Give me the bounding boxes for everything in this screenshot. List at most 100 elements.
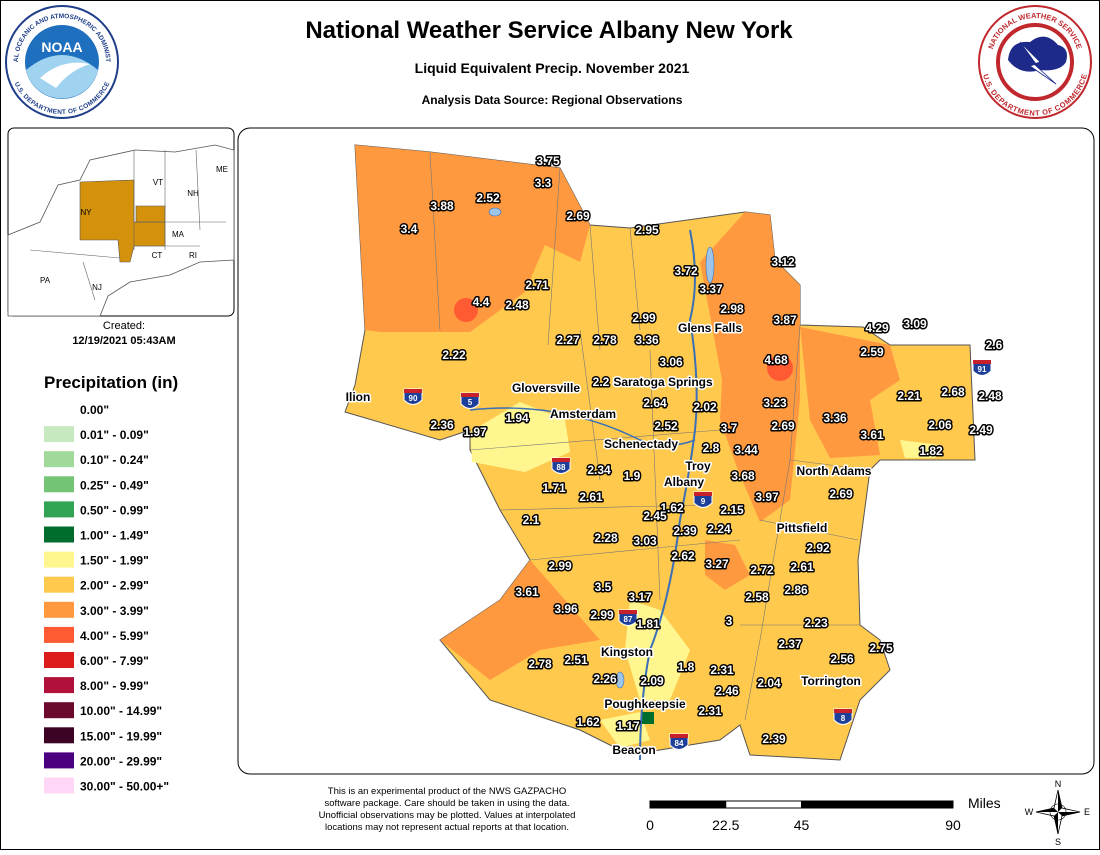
- disclaimer-line: software package. Care should be taken i…: [324, 798, 569, 809]
- legend-label: 20.00" - 29.99": [80, 754, 162, 768]
- station-value: 3.3: [535, 176, 552, 190]
- station-value: 2.26: [593, 672, 617, 686]
- scale-segment: [725, 800, 802, 809]
- station-value: 3.03: [633, 534, 657, 548]
- station-value: 3.44: [734, 443, 758, 457]
- station-value: 2.28: [594, 531, 618, 545]
- station-value: 3.5: [595, 580, 612, 594]
- station-value: 2.48: [978, 389, 1002, 403]
- legend-label: 0.01" - 0.09": [80, 428, 149, 442]
- station-value: 2.24: [707, 522, 731, 536]
- disclaimer-line: Unofficial observations may be plotted. …: [319, 810, 576, 821]
- highway-shield-top: [973, 360, 991, 364]
- precip-map: [344, 144, 976, 761]
- legend-label: 30.00" - 50.00+": [80, 780, 169, 794]
- station-value: 2.2: [593, 375, 610, 389]
- highway-number: 84: [675, 739, 684, 748]
- station-value: 2.36: [430, 418, 454, 432]
- station-value: 3.17: [628, 590, 652, 604]
- station-value: 2.37: [778, 637, 802, 651]
- station-value: 2.95: [635, 223, 659, 237]
- station-value: 3.61: [515, 585, 539, 599]
- legend-swatch: [44, 702, 74, 719]
- station-value: 2.59: [860, 345, 884, 359]
- legend-label: 6.00" - 7.99": [80, 654, 149, 668]
- highway-shield-top: [552, 458, 570, 462]
- station-value: 3.37: [699, 282, 723, 296]
- station-value: 3.97: [755, 490, 779, 504]
- scale-bar: 0 22.5 45 90: [646, 800, 961, 833]
- station-value: 2.45: [643, 509, 667, 523]
- scale-unit: Miles: [968, 795, 1001, 811]
- city-label: Gloversville: [512, 381, 580, 395]
- legend-swatch: [44, 551, 74, 568]
- station-value: 3.23: [763, 396, 787, 410]
- city-label: Kingston: [601, 645, 653, 659]
- station-value: 1.97: [463, 425, 487, 439]
- legend-label: 10.00" - 14.99": [80, 704, 162, 718]
- city-label: Schenectady: [604, 437, 678, 451]
- legend-swatch: [44, 626, 74, 643]
- highway-number: 91: [978, 365, 987, 374]
- station-value: 3.06: [659, 355, 683, 369]
- highway-shield-top: [404, 389, 422, 393]
- station-value: 2.86: [784, 583, 808, 597]
- state-label: VT: [153, 178, 163, 187]
- scale-segment: [801, 800, 954, 809]
- legend-swatch: [44, 576, 74, 593]
- station-value: 2.31: [710, 663, 734, 677]
- station-value: 2.09: [640, 674, 664, 688]
- city-label: Ilion: [346, 390, 371, 404]
- station-value: 3.4: [401, 222, 418, 236]
- legend-label: 1.50" - 1.99": [80, 554, 149, 568]
- legend-swatch: [44, 752, 74, 769]
- station-value: 3.36: [635, 333, 659, 347]
- state-label: NJ: [92, 283, 102, 292]
- station-value: 2.72: [750, 563, 774, 577]
- station-value: 2.99: [632, 311, 656, 325]
- inset-map: Created: 12/19/2021 05:43AM ME VT NH NY MA CT…: [7, 127, 235, 347]
- highway-number: 90: [409, 394, 418, 403]
- station-value: 2.39: [673, 524, 697, 538]
- highway-shield-top: [461, 393, 479, 397]
- station-value: 2.98: [720, 302, 744, 316]
- legend-swatch: [44, 526, 74, 543]
- subtitle: Liquid Equivalent Precip. November 2021: [415, 60, 690, 76]
- station-value: 2.27: [556, 333, 580, 347]
- state-label: MA: [172, 230, 185, 239]
- state-label: CT: [152, 251, 163, 260]
- station-value: 3.68: [731, 469, 755, 483]
- station-value: 1.9: [624, 469, 641, 483]
- map-labels: 90 5 88 9 91 87 84 8 Glens Falls Saratoga Springs…: [344, 153, 1004, 759]
- station-value: 2.69: [771, 419, 795, 433]
- legend-swatch: [44, 727, 74, 744]
- station-value: 2.46: [715, 684, 739, 698]
- station-value: 1.82: [919, 444, 943, 458]
- station-value: 2.52: [476, 191, 500, 205]
- scale-tick-label: 45: [794, 817, 810, 833]
- station-value: 2.64: [643, 396, 667, 410]
- station-value: 2.71: [525, 278, 549, 292]
- station-value: 2.06: [928, 418, 952, 432]
- created-date: 12/19/2021 05:43AM: [72, 335, 175, 347]
- legend-swatch: [44, 451, 74, 468]
- legend-swatch: [44, 652, 74, 668]
- station-value: 2.75: [869, 641, 893, 655]
- station-value: 2.49: [969, 423, 993, 437]
- city-label: Albany: [664, 475, 704, 489]
- highway-shield-top: [619, 610, 637, 614]
- station-value: 1.81: [636, 617, 660, 631]
- noaa-text: NOAA: [41, 39, 82, 55]
- highway-number: 8: [841, 714, 846, 723]
- station-value: 2.31: [698, 704, 722, 718]
- state-label: NY: [80, 208, 92, 217]
- legend-swatch: [44, 426, 74, 443]
- compass-n: N: [1055, 779, 1062, 789]
- station-value: 2.68: [941, 385, 965, 399]
- station-value: 2.8: [703, 441, 720, 455]
- legend-label: 0.50" - 0.99": [80, 503, 149, 517]
- station-value: 2.6: [986, 338, 1003, 352]
- station-value: 2.1: [523, 513, 540, 527]
- station-value: 2.92: [806, 541, 830, 555]
- station-value: 2.69: [566, 209, 590, 223]
